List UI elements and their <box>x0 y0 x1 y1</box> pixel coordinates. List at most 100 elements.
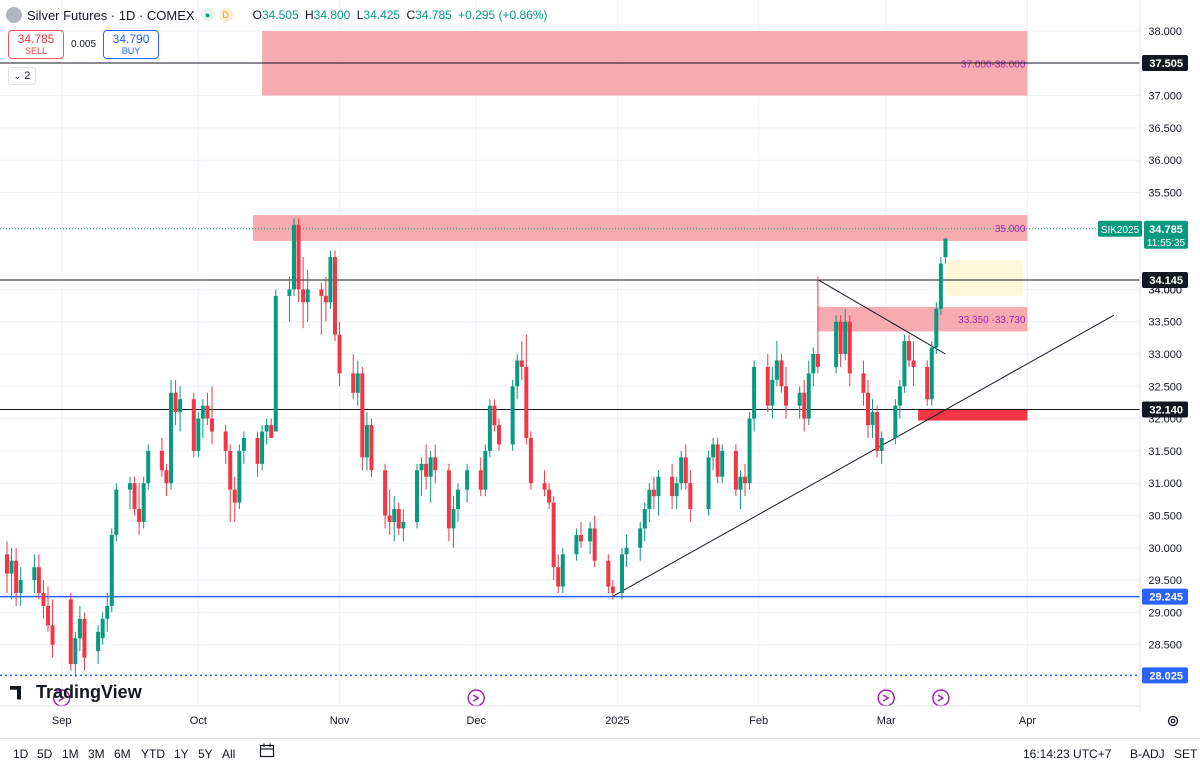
timeframe-5y[interactable]: 5Y <box>198 747 213 761</box>
timeframe-1d[interactable]: 1D <box>13 747 29 761</box>
candle-body <box>497 425 501 445</box>
candle-body <box>169 392 173 484</box>
candle-body <box>779 360 784 387</box>
event-marker-icon[interactable] <box>932 689 950 707</box>
candle-body <box>670 476 675 497</box>
symbol-header[interactable]: Silver Futures · 1D · COMEX ● D O34.505 … <box>6 4 551 26</box>
time-tick-label: Sep <box>52 715 72 727</box>
candle-body <box>934 308 939 348</box>
zone-rect <box>945 260 1023 296</box>
candle-body <box>228 450 233 490</box>
event-arrow-icon <box>882 694 890 702</box>
candle-body <box>806 373 811 419</box>
candle-body <box>784 386 788 406</box>
price-tick-label: 31.500 <box>1148 446 1182 458</box>
clock[interactable]: 16:14:23 UTC+7 <box>1023 747 1112 761</box>
candle-body <box>264 425 269 432</box>
candle-body <box>679 457 684 484</box>
candle-body <box>706 457 711 510</box>
candle-body <box>715 444 720 477</box>
timeframe-all[interactable]: All <box>222 747 236 761</box>
candle-body <box>319 289 324 296</box>
candle-body <box>528 437 533 484</box>
market-open-icon[interactable]: ● <box>200 8 215 22</box>
trendline <box>817 279 946 355</box>
calendar-range-icon[interactable] <box>259 743 275 758</box>
indicators-toggle[interactable]: ⌄ 2 <box>8 67 36 85</box>
candle-body <box>524 366 529 438</box>
candle-body <box>109 534 114 606</box>
time-axis[interactable]: Sep Oct Nov Dec 2025 Feb Mar Apr <box>0 705 1140 727</box>
candle-body <box>96 631 101 652</box>
countdown-label: 11:55:35 <box>1147 238 1186 249</box>
candle-body <box>82 618 87 658</box>
delayed-data-icon[interactable]: D <box>218 8 233 22</box>
price-tick-label: 33.500 <box>1148 317 1182 329</box>
candle-body <box>14 560 19 594</box>
candle-body <box>943 238 948 258</box>
candle-body <box>483 450 488 490</box>
spread-value: 0.005 <box>71 39 97 50</box>
candle-body <box>802 392 807 419</box>
candle-body <box>41 593 46 606</box>
candles <box>5 218 948 677</box>
session-toggle[interactable]: SET <box>1174 747 1198 761</box>
candle-body <box>387 515 392 522</box>
candle-body <box>255 437 260 464</box>
candle-body <box>424 463 429 477</box>
candle-body <box>492 405 497 426</box>
candle-body <box>383 470 388 516</box>
event-markers <box>52 689 950 707</box>
timeframe-1m[interactable]: 1M <box>62 747 79 761</box>
price-tick-label: 33.000 <box>1148 349 1182 361</box>
candle-body <box>36 567 41 594</box>
badj-toggle[interactable]: B-ADJ <box>1130 747 1165 761</box>
sell-button[interactable]: 34.785 SELL <box>8 30 64 59</box>
candle-body <box>100 618 105 639</box>
tradingview-logo-icon <box>10 685 21 700</box>
candle-body <box>446 470 451 529</box>
candle-body <box>811 354 816 374</box>
buy-button[interactable]: 34.790 BUY <box>103 30 160 59</box>
candle-body <box>642 509 647 529</box>
high-value: 34.800 <box>313 8 351 22</box>
candle-body <box>861 373 866 393</box>
timeframe-3m[interactable]: 3M <box>88 747 105 761</box>
time-tick-label: Apr <box>1019 715 1036 727</box>
change-value: +0.295 (+0.86%) <box>458 8 548 22</box>
price-tick-label: 31.000 <box>1148 478 1182 490</box>
candle-body <box>232 489 237 503</box>
candle-body <box>269 425 274 438</box>
candle-body <box>925 366 930 400</box>
candle-body <box>141 483 146 522</box>
tradingview-logo[interactable]: TradingView <box>10 682 142 703</box>
silver-logo-icon <box>6 7 22 23</box>
zone-label: 33.350 -33.730 <box>958 315 1026 326</box>
candle-body <box>392 509 397 522</box>
symbol-title[interactable]: Silver Futures · 1D · COMEX <box>27 7 195 23</box>
candle-body <box>588 528 593 542</box>
trade-panel: 34.785 SELL 0.005 34.790 BUY <box>8 30 160 59</box>
candle-body <box>415 470 419 522</box>
candle-body <box>866 392 870 426</box>
price-tag <box>1142 588 1188 605</box>
candle-body <box>656 476 661 497</box>
trendline <box>612 314 1115 597</box>
bottom-toolbar: 1D 5D 1M 3M 6M YTD 1Y 5Y All 16:14:23 UTC+7 B-AD… <box>0 738 1200 772</box>
timeframe-5d[interactable]: 5D <box>37 747 53 761</box>
candle-body <box>32 567 37 581</box>
candle-body <box>606 560 611 587</box>
candle-body <box>815 354 820 367</box>
candle-body <box>273 295 278 432</box>
timeframe-ytd[interactable]: YTD <box>141 747 165 761</box>
candle-body <box>674 483 679 497</box>
timeframe-1y[interactable]: 1Y <box>174 747 189 761</box>
candle-body <box>843 321 848 354</box>
price-tick-label: 30.000 <box>1148 543 1182 555</box>
candle-body <box>200 405 205 419</box>
candle-body <box>396 509 401 529</box>
timeframe-6m[interactable]: 6M <box>114 747 131 761</box>
gear-icon[interactable] <box>1166 714 1180 728</box>
price-axis[interactable]: 28.500 29.000 29.500 30.000 30.500 31.000 31.5… <box>1098 0 1188 712</box>
